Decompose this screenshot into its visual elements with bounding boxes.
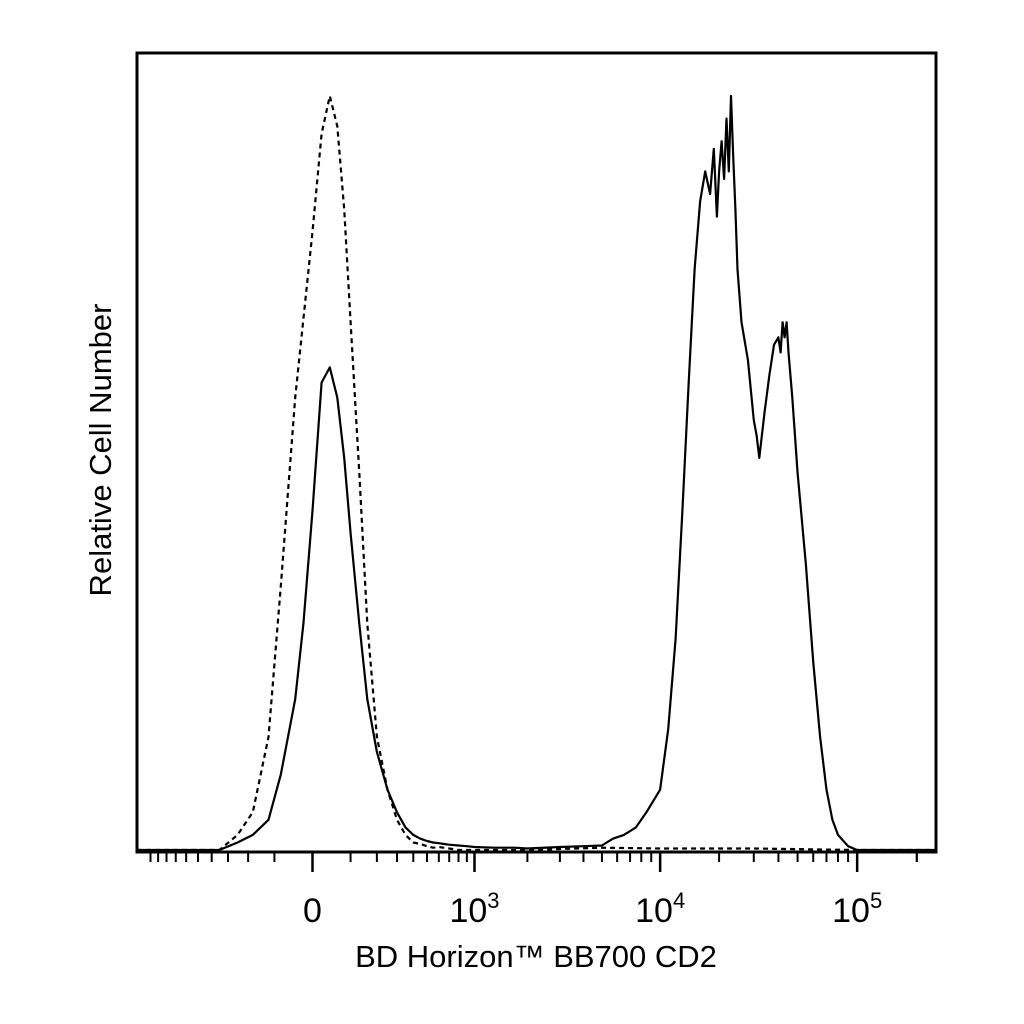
x-tick-label: 104 xyxy=(635,888,685,930)
plot-frame xyxy=(135,51,938,854)
x-axis-label: BD Horizon™ BB700 CD2 xyxy=(355,939,717,974)
x-tick-labels: 0 103 104 105 xyxy=(303,888,882,930)
x-tick-label-base: 10 xyxy=(635,892,673,930)
x-tick-label-base: 0 xyxy=(303,892,322,930)
x-tick-label-exponent: 5 xyxy=(870,888,882,913)
x-tick-label: 0 xyxy=(303,892,322,930)
x-minor-ticks xyxy=(149,852,918,862)
x-tick-label-exponent: 3 xyxy=(487,888,499,913)
series-layer xyxy=(137,94,936,852)
x-major-ticks xyxy=(311,852,859,872)
series-solid-line xyxy=(137,94,936,852)
x-tick-label-base: 10 xyxy=(832,892,870,930)
series-dashed-line xyxy=(137,94,936,852)
x-tick-label-base: 10 xyxy=(449,892,487,930)
x-tick-label: 105 xyxy=(832,888,882,930)
y-axis-label: Relative Cell Number xyxy=(83,304,118,597)
x-tick-label-exponent: 4 xyxy=(673,888,685,913)
x-tick-label: 103 xyxy=(449,888,499,930)
